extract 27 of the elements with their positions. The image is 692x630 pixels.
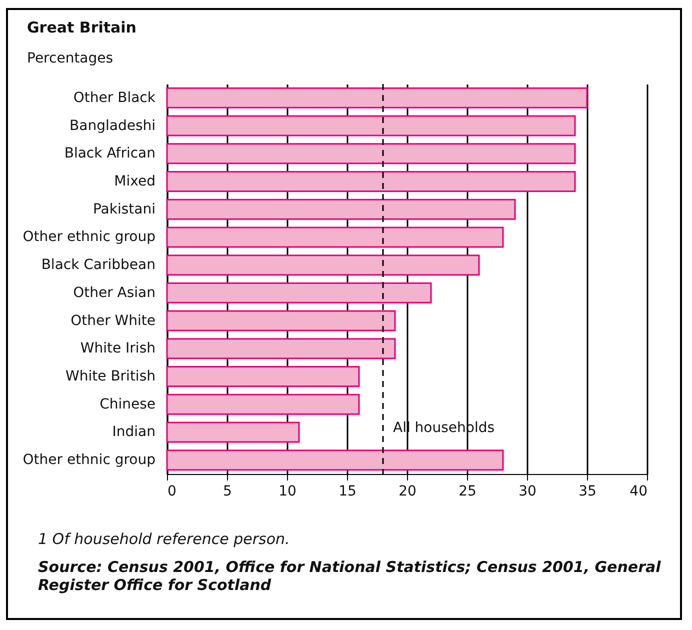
- y-tick-label: Other Asian: [73, 284, 156, 301]
- x-tick-label: 10: [278, 484, 296, 500]
- y-tick-label: Mixed: [114, 174, 156, 190]
- chart-subtitle: Percentages: [27, 50, 114, 66]
- y-tick-label: Black Caribbean: [41, 257, 156, 274]
- y-tick-label: White British: [66, 368, 156, 384]
- x-tick-label: 25: [458, 484, 476, 500]
- y-tick-label: Other ethnic group: [22, 229, 156, 246]
- text: 1 Of household reference person.: [38, 530, 291, 548]
- y-tick-label: Chinese: [100, 396, 156, 412]
- x-tick-label: 30: [518, 484, 536, 500]
- y-tick-label: Bangladeshi: [70, 118, 156, 134]
- x-tick-label: 0: [168, 484, 176, 500]
- x-tick-label: 20: [398, 484, 416, 500]
- x-tick-label: 5: [223, 484, 232, 500]
- y-tick-label: Other ethnic group: [22, 452, 156, 468]
- y-tick-label: Other Black: [73, 90, 156, 106]
- x-tick-label: 15: [338, 484, 356, 500]
- chart-title: Great Britain: [27, 18, 136, 36]
- y-tick-label: Indian: [112, 424, 156, 440]
- y-tick-label: White Irish: [80, 340, 156, 357]
- y-tick-label: Pakistani: [92, 201, 156, 218]
- x-tick-label: 40: [630, 484, 648, 500]
- source-note: Source: Census 2001, Office for National Statistics; Census 2001, General Register Office for Scotland: [38, 558, 662, 594]
- y-tick-label: Other White: [70, 312, 156, 329]
- x-tick-label: 35: [578, 484, 596, 500]
- y-tick-label: Black African: [64, 146, 156, 162]
